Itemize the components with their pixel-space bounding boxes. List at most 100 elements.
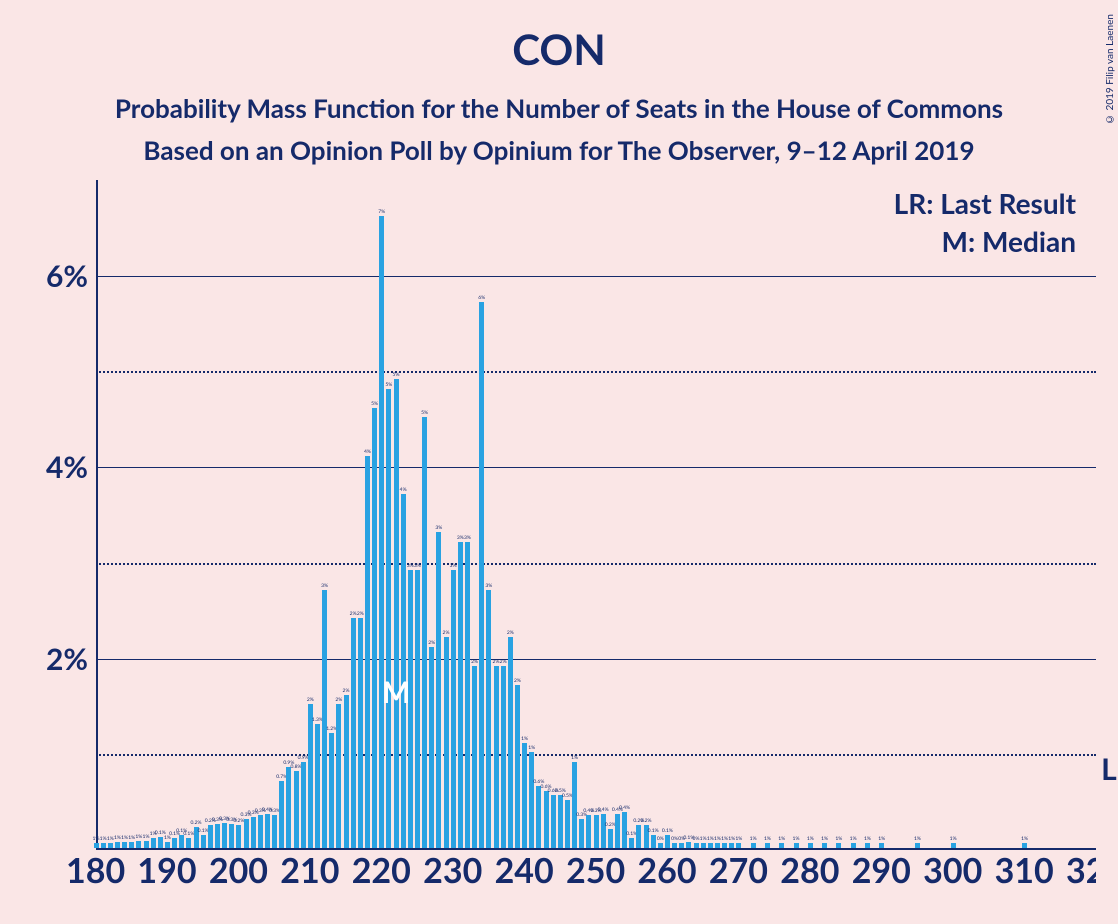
bar-value-label: 1% <box>1021 836 1028 842</box>
x-tick-label: 250 <box>566 850 625 891</box>
bar <box>372 408 377 848</box>
x-tick-label: 260 <box>637 850 696 891</box>
bar-value-label: 3% <box>485 583 492 589</box>
bar <box>736 843 741 848</box>
bar-value-label: 0.2% <box>191 820 202 826</box>
bar-value-label: 4% <box>400 487 407 493</box>
bar <box>629 838 634 848</box>
bar <box>344 695 349 848</box>
bar <box>358 618 363 848</box>
bar <box>208 825 213 848</box>
bar <box>129 842 134 848</box>
bar <box>158 837 163 848</box>
bar-value-label: 1% <box>950 836 957 842</box>
bar <box>515 685 520 848</box>
bar-value-label: 2% <box>343 688 350 694</box>
bar <box>401 494 406 848</box>
bar <box>144 841 149 848</box>
bar-value-label: 2% <box>335 697 342 703</box>
bar <box>244 819 249 848</box>
bar-value-label: 1% <box>114 835 121 841</box>
gridline-minor <box>96 754 1096 756</box>
bar <box>951 843 956 848</box>
bar-value-label: 1% <box>835 836 842 842</box>
bar-value-label: 1% <box>793 836 800 842</box>
bar <box>565 800 570 848</box>
bar-value-label: 1% <box>878 836 885 842</box>
bar <box>601 814 606 848</box>
bar <box>536 786 541 848</box>
bar <box>751 843 756 848</box>
bar <box>365 456 370 848</box>
bar <box>379 216 384 848</box>
bar <box>608 829 613 848</box>
x-tick-label: 280 <box>780 850 839 891</box>
bar-value-label: 1% <box>707 836 714 842</box>
bar <box>201 835 206 848</box>
bar-value-label: 1% <box>700 836 707 842</box>
gridline-major <box>96 467 1096 468</box>
bar <box>329 733 334 848</box>
bar-value-label: 1% <box>107 836 114 842</box>
bar <box>351 618 356 848</box>
y-tick-label: 2% <box>36 641 88 677</box>
bar <box>472 666 477 848</box>
bar <box>594 815 599 848</box>
bar-value-label: 0.1% <box>648 828 659 834</box>
bar <box>294 771 299 848</box>
bar <box>679 843 684 848</box>
bar-value-label: 7% <box>378 209 385 215</box>
bar <box>779 843 784 848</box>
bar <box>186 838 191 848</box>
bar <box>729 843 734 848</box>
bar-value-label: 2% <box>500 659 507 665</box>
bar <box>286 767 291 848</box>
x-tick-label: 290 <box>852 850 911 891</box>
bar <box>665 835 670 848</box>
bar <box>636 825 641 848</box>
bar-value-label: 1% <box>850 836 857 842</box>
bar-value-label: 1% <box>864 836 871 842</box>
bar-value-label: 0.1% <box>662 828 673 834</box>
bar <box>701 843 706 848</box>
bar-value-label: 1% <box>735 836 742 842</box>
y-axis <box>96 180 98 850</box>
bar-value-label: 6% <box>478 295 485 301</box>
bar-value-label: 2% <box>350 611 357 617</box>
chart-area: LR: Last Result M: Median 1%1%1%1%1%1%1%… <box>36 180 1096 900</box>
x-tick-label: 310 <box>995 850 1054 891</box>
bar <box>429 647 434 848</box>
bar-value-label: 1% <box>135 834 142 840</box>
bar-value-label: 0.2% <box>641 818 652 824</box>
bar <box>258 815 263 848</box>
bar <box>808 843 813 848</box>
bar <box>579 819 584 848</box>
x-tick-label: 320 <box>1066 850 1096 891</box>
bar-value-label: 1% <box>143 834 150 840</box>
bar-value-label: 2% <box>471 659 478 665</box>
bar <box>494 666 499 848</box>
bar-value-label: 1% <box>778 836 785 842</box>
bar <box>694 843 699 848</box>
bar-value-label: 1% <box>750 836 757 842</box>
chart-subtitle-1: Probability Mass Function for the Number… <box>0 74 1118 124</box>
bar-value-label: 3% <box>414 563 421 569</box>
bar <box>722 843 727 848</box>
bar <box>415 570 420 848</box>
bar-value-label: 3% <box>435 525 442 531</box>
bar <box>544 791 549 848</box>
bar <box>222 823 227 848</box>
bar <box>479 302 484 848</box>
bar <box>165 842 170 848</box>
bar <box>529 752 534 848</box>
y-tick-label: 4% <box>36 449 88 485</box>
y-tick-label: 6% <box>36 258 88 294</box>
bar <box>151 838 156 848</box>
bar <box>822 843 827 848</box>
bar-value-label: 1% <box>714 836 721 842</box>
gridline-major <box>96 276 1096 277</box>
bar-value-label: 2% <box>493 659 500 665</box>
bar <box>315 724 320 848</box>
bar <box>272 815 277 848</box>
bar <box>336 704 341 848</box>
